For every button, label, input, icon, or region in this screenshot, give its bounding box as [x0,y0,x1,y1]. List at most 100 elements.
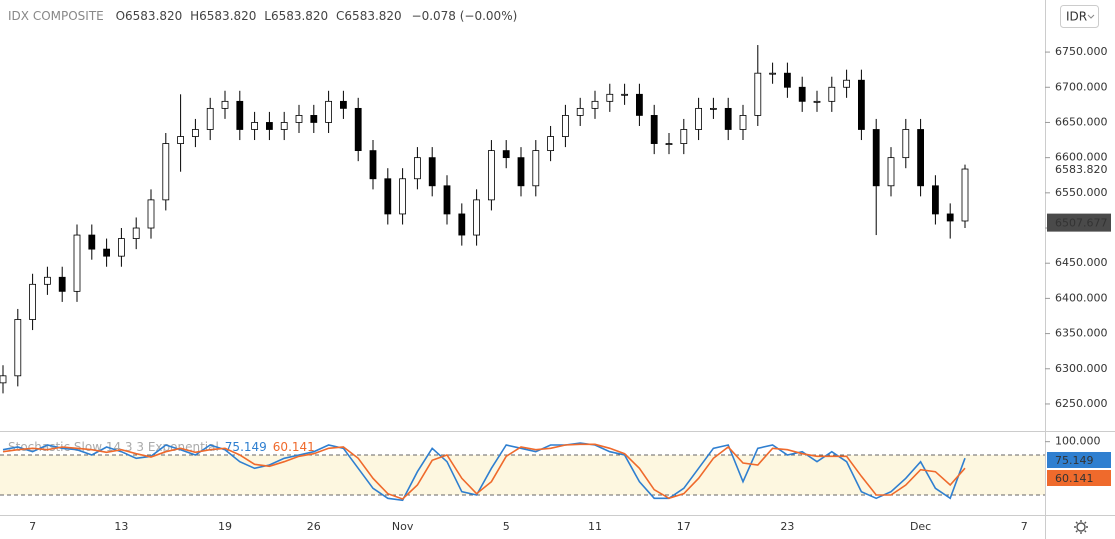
currency-button[interactable]: IDR [1060,5,1099,28]
candle-body [932,185,939,215]
open-label: O [116,9,125,23]
last-price-label: 6583.820 [1055,163,1108,176]
close: 6583.820 [344,9,401,23]
candle-body [280,122,288,130]
settings-button[interactable] [1074,520,1088,534]
candle-body [265,122,273,130]
marker-price-label: 6507.677 [1055,217,1108,230]
candle-body [665,143,673,145]
series-value-label-box [1047,470,1111,486]
x-tick-label: 26 [307,520,321,533]
candle-body [29,283,37,320]
candle-body [413,157,421,180]
candle-body [236,100,244,130]
candle-body [710,107,717,110]
candle-body [88,234,96,250]
candle-body [221,100,229,109]
y-tick-label: 6750.000 [1055,45,1108,58]
candle-body [887,157,895,187]
series-value-label: 75.149 [1055,454,1094,467]
x-tick-label: 7 [1021,520,1028,533]
currency-label[interactable]: IDR [1066,10,1087,24]
candle-body [946,213,954,222]
y-tick-label: 6650.000 [1055,115,1108,128]
candle-body [828,86,836,102]
candle-body [517,157,525,187]
candle-body [339,100,347,109]
candle-body [384,178,392,215]
candle-body [872,129,880,187]
y-tick-label: 6600.000 [1055,151,1108,164]
candle-body [576,107,584,116]
stoch-line [2,443,966,500]
y-tick-label: 6450.000 [1055,256,1108,269]
candle-body [325,100,333,123]
candle-body [858,79,865,130]
candle-body [399,178,407,215]
high-label: H [190,9,199,23]
candle-body [177,136,185,144]
candle-body [606,93,614,102]
candle-body [961,168,969,222]
candle-body [487,150,495,201]
candle-body [191,129,199,137]
y-tick-label: 6300.000 [1055,362,1108,375]
close-label: C [336,9,344,23]
candle-body [369,150,377,180]
candle-body [532,150,540,187]
series-value-label-box [1047,452,1111,468]
candle-body [58,276,66,292]
y-tick-label: 6350.000 [1055,327,1108,340]
x-tick-label: 23 [780,520,794,533]
candle-body [206,107,214,130]
candle-body [591,100,599,109]
settings-teeth[interactable] [1074,520,1088,534]
candle-body [251,122,259,130]
candle-body [650,115,658,144]
x-tick-label: 13 [114,520,128,533]
high: 6583.820 [199,9,256,23]
y-tick-label: 6400.000 [1055,291,1108,304]
candle-body [502,150,510,159]
x-tick-label: 7 [29,520,36,533]
x-tick-label: Dec [910,520,931,533]
candle-body [458,213,466,236]
candle-body [443,185,451,215]
symbol: IDX COMPOSITE [8,9,104,23]
low: 6583.820 [271,9,328,23]
x-tick-label: 17 [677,520,691,533]
candle-body [562,115,569,137]
y-tick-label: 6550.000 [1055,186,1108,199]
candle-body [769,72,776,75]
candle-body [724,107,732,130]
indicator-legend: Stochastic Slow 14 3 3 Exponential 75.149… [8,440,315,454]
x-tick-label: 11 [588,520,602,533]
candle-body [754,72,762,116]
last-price-label-box [1047,161,1111,178]
candle-body [902,129,910,159]
candle-body [295,115,303,123]
candle-body [784,72,791,88]
currency-button-frame[interactable] [1060,5,1099,28]
candle-body [798,86,806,102]
y-tick-label: 6700.000 [1055,80,1108,93]
candle-body [73,234,81,292]
candle-body [428,157,436,187]
low-label: L [264,9,271,23]
d-value: 60.141 [273,440,315,454]
x-tick-label: Nov [392,520,414,533]
candle-body [103,248,110,257]
candle-body [44,276,51,285]
marker-price-box [1047,213,1111,232]
open: 6583.820 [125,9,182,23]
candle-body [680,129,688,144]
candle-body [132,227,140,239]
settings-icon[interactable] [1076,522,1086,532]
candle-body [0,375,7,384]
currency-arrow[interactable] [1087,14,1095,19]
x-tick-label: 5 [503,520,510,533]
candle-body [162,143,170,201]
x-tick-label: 19 [218,520,232,533]
band-fill [0,455,1045,495]
